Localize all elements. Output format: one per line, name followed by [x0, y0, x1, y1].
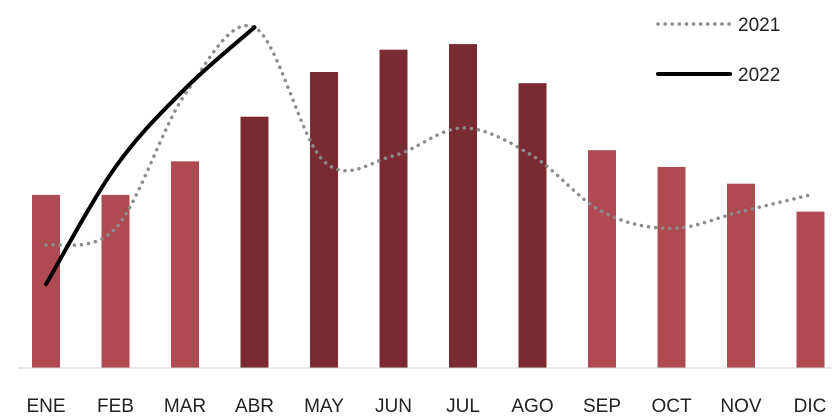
bar-feb — [101, 194, 130, 368]
series-line-2022 — [44, 25, 257, 287]
x-axis-ticks: ENE FEB MAR ABR MAY JUN JUL AGO SEP OCT NOV DIC — [26, 396, 826, 417]
bar-mar — [171, 161, 199, 368]
x-tick-label-nov: NOV — [720, 396, 762, 417]
x-tick-label-dic: DIC — [794, 396, 827, 417]
legend-label-2021: 2021 — [738, 15, 780, 36]
x-tick-label-mar: MAR — [164, 396, 206, 417]
x-tick-label-oct: OCT — [651, 396, 692, 417]
bar-nov — [727, 183, 755, 368]
x-tick-label-sep: SEP — [583, 396, 621, 417]
bar-dic — [796, 211, 825, 368]
bars-layer — [32, 44, 825, 369]
bar-jun — [379, 49, 408, 369]
x-tick-label-may: MAY — [304, 396, 344, 417]
legend-label-2022: 2022 — [738, 65, 780, 86]
x-tick-label-jun: JUN — [375, 396, 412, 417]
x-tick-label-ene: ENE — [26, 396, 65, 417]
x-tick-label-feb: FEB — [97, 396, 134, 417]
bar-abr — [240, 116, 269, 368]
bar-ago — [518, 83, 547, 368]
x-tick-label-ago: AGO — [511, 396, 553, 417]
bar-may — [310, 72, 338, 368]
bar-sep — [588, 150, 616, 368]
bar-oct — [657, 166, 686, 368]
bar-jul — [449, 44, 477, 368]
series-line-2021 — [44, 23, 813, 247]
x-tick-label-abr: ABR — [235, 396, 274, 417]
lines-layer — [44, 23, 813, 287]
x-tick-label-jul: JUL — [446, 396, 480, 417]
legend: 2021 2022 — [656, 15, 780, 86]
